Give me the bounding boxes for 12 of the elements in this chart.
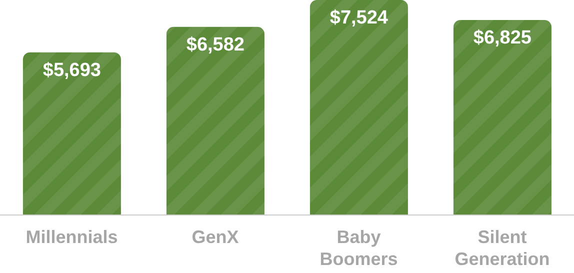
x-tick-label: Baby Boomers	[320, 227, 398, 269]
x-tick-label: GenX	[192, 227, 239, 247]
data-label: $6,825	[473, 27, 532, 48]
bar	[310, 0, 408, 215]
data-label: $6,582	[186, 34, 245, 56]
bar	[166, 26, 264, 215]
bar	[453, 20, 552, 215]
data-label: $5,693	[42, 60, 102, 81]
x-tick-label: Silent Generation	[454, 227, 550, 269]
x-tick-label: Millennials	[26, 227, 118, 247]
bar	[22, 52, 121, 215]
data-label: $7,524	[330, 7, 388, 28]
